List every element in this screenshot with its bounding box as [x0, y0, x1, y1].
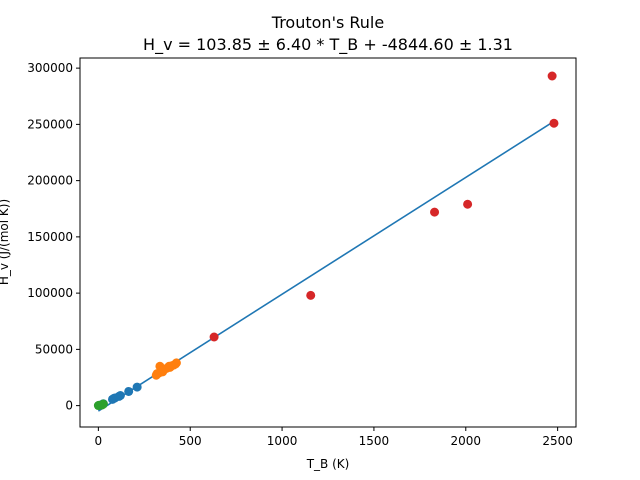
data-point — [171, 358, 181, 368]
data-point — [124, 386, 134, 396]
data-point — [98, 399, 108, 409]
y-tick-label: 300000 — [27, 61, 73, 75]
y-tick-label: 50000 — [35, 342, 73, 356]
data-point — [132, 382, 142, 392]
data-point — [209, 332, 219, 342]
series-2 — [151, 358, 181, 380]
data-point — [463, 199, 473, 209]
y-axis-ticks: 0 50000 100000 150000 200000 250000 300000 — [27, 61, 80, 413]
x-axis-ticks: 0 500 1000 1500 2000 2500 — [95, 427, 573, 448]
series-3 — [93, 399, 108, 411]
x-axis-label: T_B (K) — [306, 457, 350, 471]
plot-area — [79, 57, 577, 428]
y-axis-label: H_v (J/(mol K)) — [0, 199, 11, 285]
plot-frame — [79, 57, 577, 428]
data-point — [549, 118, 559, 128]
series-4 — [209, 71, 559, 342]
chart-subtitle: H_v = 103.85 ± 6.40 * T_B + -4844.60 ± 1… — [143, 35, 513, 55]
data-point — [306, 290, 316, 300]
y-tick-label: 0 — [65, 399, 73, 413]
x-tick-label: 1500 — [359, 434, 390, 448]
x-tick-label: 1000 — [267, 434, 298, 448]
x-tick-label: 0 — [95, 434, 103, 448]
data-point — [115, 391, 125, 400]
x-tick-label: 500 — [179, 434, 202, 448]
data-point — [547, 71, 557, 81]
x-tick-label: 2500 — [542, 434, 573, 448]
y-tick-label: 200000 — [27, 174, 73, 188]
y-tick-label: 100000 — [27, 286, 73, 300]
data-point — [430, 207, 440, 217]
y-tick-label: 150000 — [27, 230, 73, 244]
chart-title: Trouton's Rule — [271, 13, 384, 32]
data-points-layer — [93, 71, 559, 411]
x-tick-label: 2000 — [451, 434, 482, 448]
y-tick-label: 250000 — [27, 117, 73, 131]
